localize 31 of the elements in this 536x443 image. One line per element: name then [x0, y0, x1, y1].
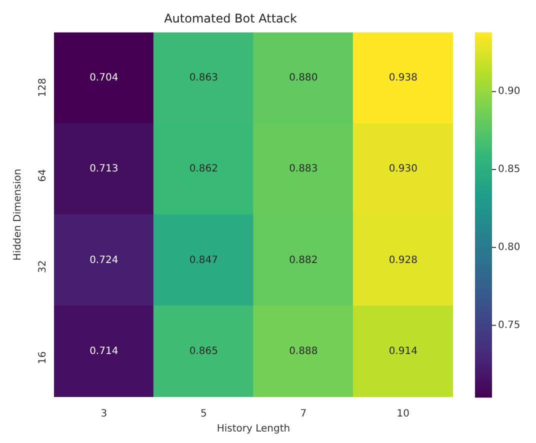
color-bar-label: 0.85	[498, 164, 520, 176]
data-label: 0.928	[388, 254, 418, 266]
data-label: 0.882	[289, 254, 318, 266]
data-label: 0.704	[90, 72, 118, 84]
x-tick-label: 5	[200, 408, 207, 420]
y-tick-label: 128	[38, 78, 49, 98]
data-label: 0.888	[289, 346, 318, 358]
y-tick-label: 64	[38, 169, 49, 182]
color-bar-label: 0.75	[498, 320, 520, 331]
color-bar-label: 0.80	[498, 242, 520, 254]
chart-title: Automated Bot Attack	[164, 11, 297, 26]
x-tick-label: 3	[100, 408, 108, 420]
data-label: 0.713	[90, 164, 118, 175]
data-label: 0.714	[90, 346, 118, 358]
data-label: 0.865	[189, 346, 218, 358]
x-tick-label: 7	[300, 408, 307, 420]
data-label: 0.862	[189, 164, 218, 175]
data-label: 0.847	[189, 254, 218, 266]
y-tick-label: 32	[38, 260, 49, 274]
data-label: 0.880	[289, 72, 318, 84]
data-label: 0.863	[189, 72, 218, 84]
data-label: 0.724	[90, 254, 118, 266]
data-label: 0.914	[388, 346, 418, 358]
x-axis-title: History Length	[216, 424, 290, 435]
y-tick-label: 16	[38, 351, 49, 364]
x-tick-label: 10	[396, 408, 410, 420]
color-bar-label: 0.90	[498, 86, 520, 98]
data-label: 0.938	[388, 72, 418, 84]
data-label: 0.930	[388, 164, 418, 175]
y-axis-title: Hidden Dimension	[12, 168, 24, 261]
data-label: 0.883	[289, 164, 318, 175]
